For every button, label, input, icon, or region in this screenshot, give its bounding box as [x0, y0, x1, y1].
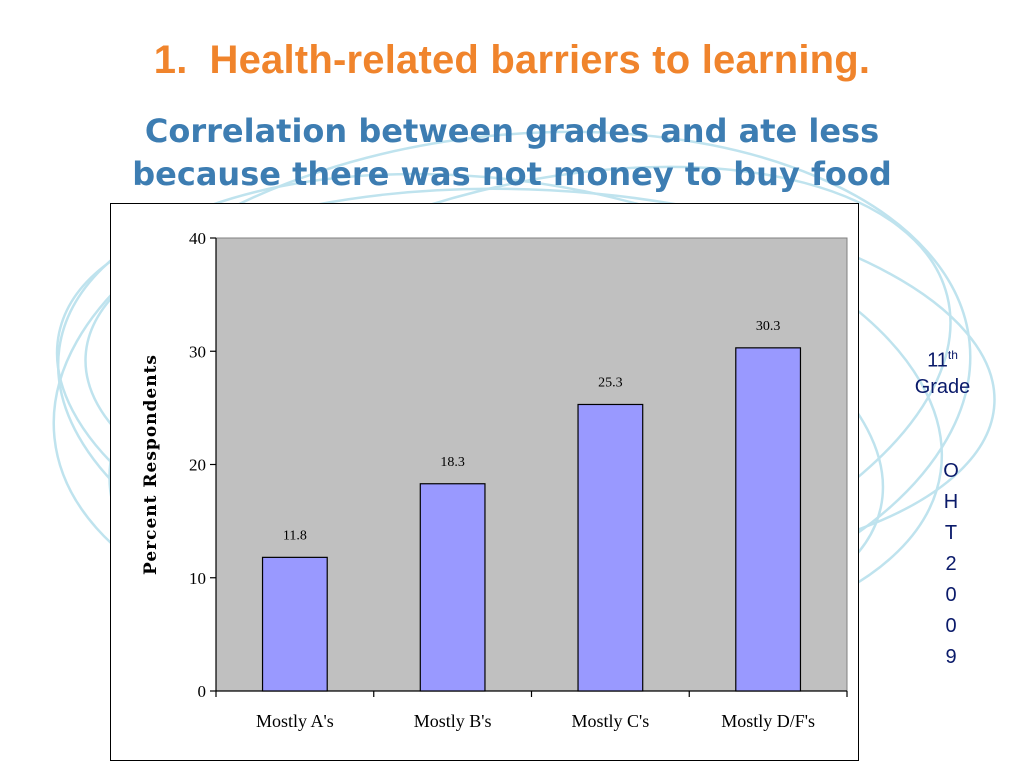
- heading-text: Health-related barriers to learning.: [209, 38, 871, 82]
- grade-suffix: th: [947, 348, 958, 362]
- y-axis-title: Percent Respondents: [141, 354, 161, 575]
- subtitle-line-1: Correlation between grades and ate less: [144, 112, 880, 150]
- data-label: 11.8: [283, 528, 307, 543]
- y-tick-label: 40: [189, 229, 206, 248]
- vertical-code-char: O: [943, 460, 959, 482]
- x-tick-label: Mostly B's: [414, 711, 492, 731]
- grade-label: 11th Grade: [900, 342, 985, 400]
- vertical-code-char: T: [944, 522, 958, 544]
- subtitle-line-2: because there was not money to buy food: [132, 155, 892, 193]
- y-tick-label: 30: [189, 342, 206, 361]
- bar-chart: 0 10 20 30 40 11.8 Mostly A's 18.3 Mostly B's 25.…: [141, 229, 848, 731]
- grade-word: Grade: [914, 375, 971, 398]
- vertical-code-char: 2: [945, 553, 957, 575]
- bar: [735, 347, 802, 692]
- vertical-code-char: 9: [945, 646, 957, 668]
- y-tick-label: 0: [198, 682, 207, 701]
- heading-number: 1.: [153, 38, 188, 82]
- bar: [419, 483, 486, 692]
- grade-number: 11: [927, 349, 948, 372]
- vertical-code-char: 0: [945, 584, 957, 606]
- y-tick-label: 10: [189, 569, 206, 588]
- vertical-code-char: 0: [945, 615, 957, 637]
- vertical-code-char: H: [943, 491, 959, 513]
- bar: [577, 403, 644, 692]
- bar: [261, 556, 328, 692]
- x-tick-label: Mostly A's: [256, 711, 334, 731]
- data-label: 18.3: [440, 455, 465, 470]
- slide-heading: 1. Health-related barriers to learning.: [0, 38, 1024, 88]
- x-tick-label: Mostly D/F's: [721, 711, 815, 731]
- x-tick-label: Mostly C's: [571, 711, 649, 731]
- data-label: 30.3: [756, 319, 781, 334]
- data-label: 25.3: [598, 375, 623, 390]
- y-tick-label: 20: [189, 456, 206, 475]
